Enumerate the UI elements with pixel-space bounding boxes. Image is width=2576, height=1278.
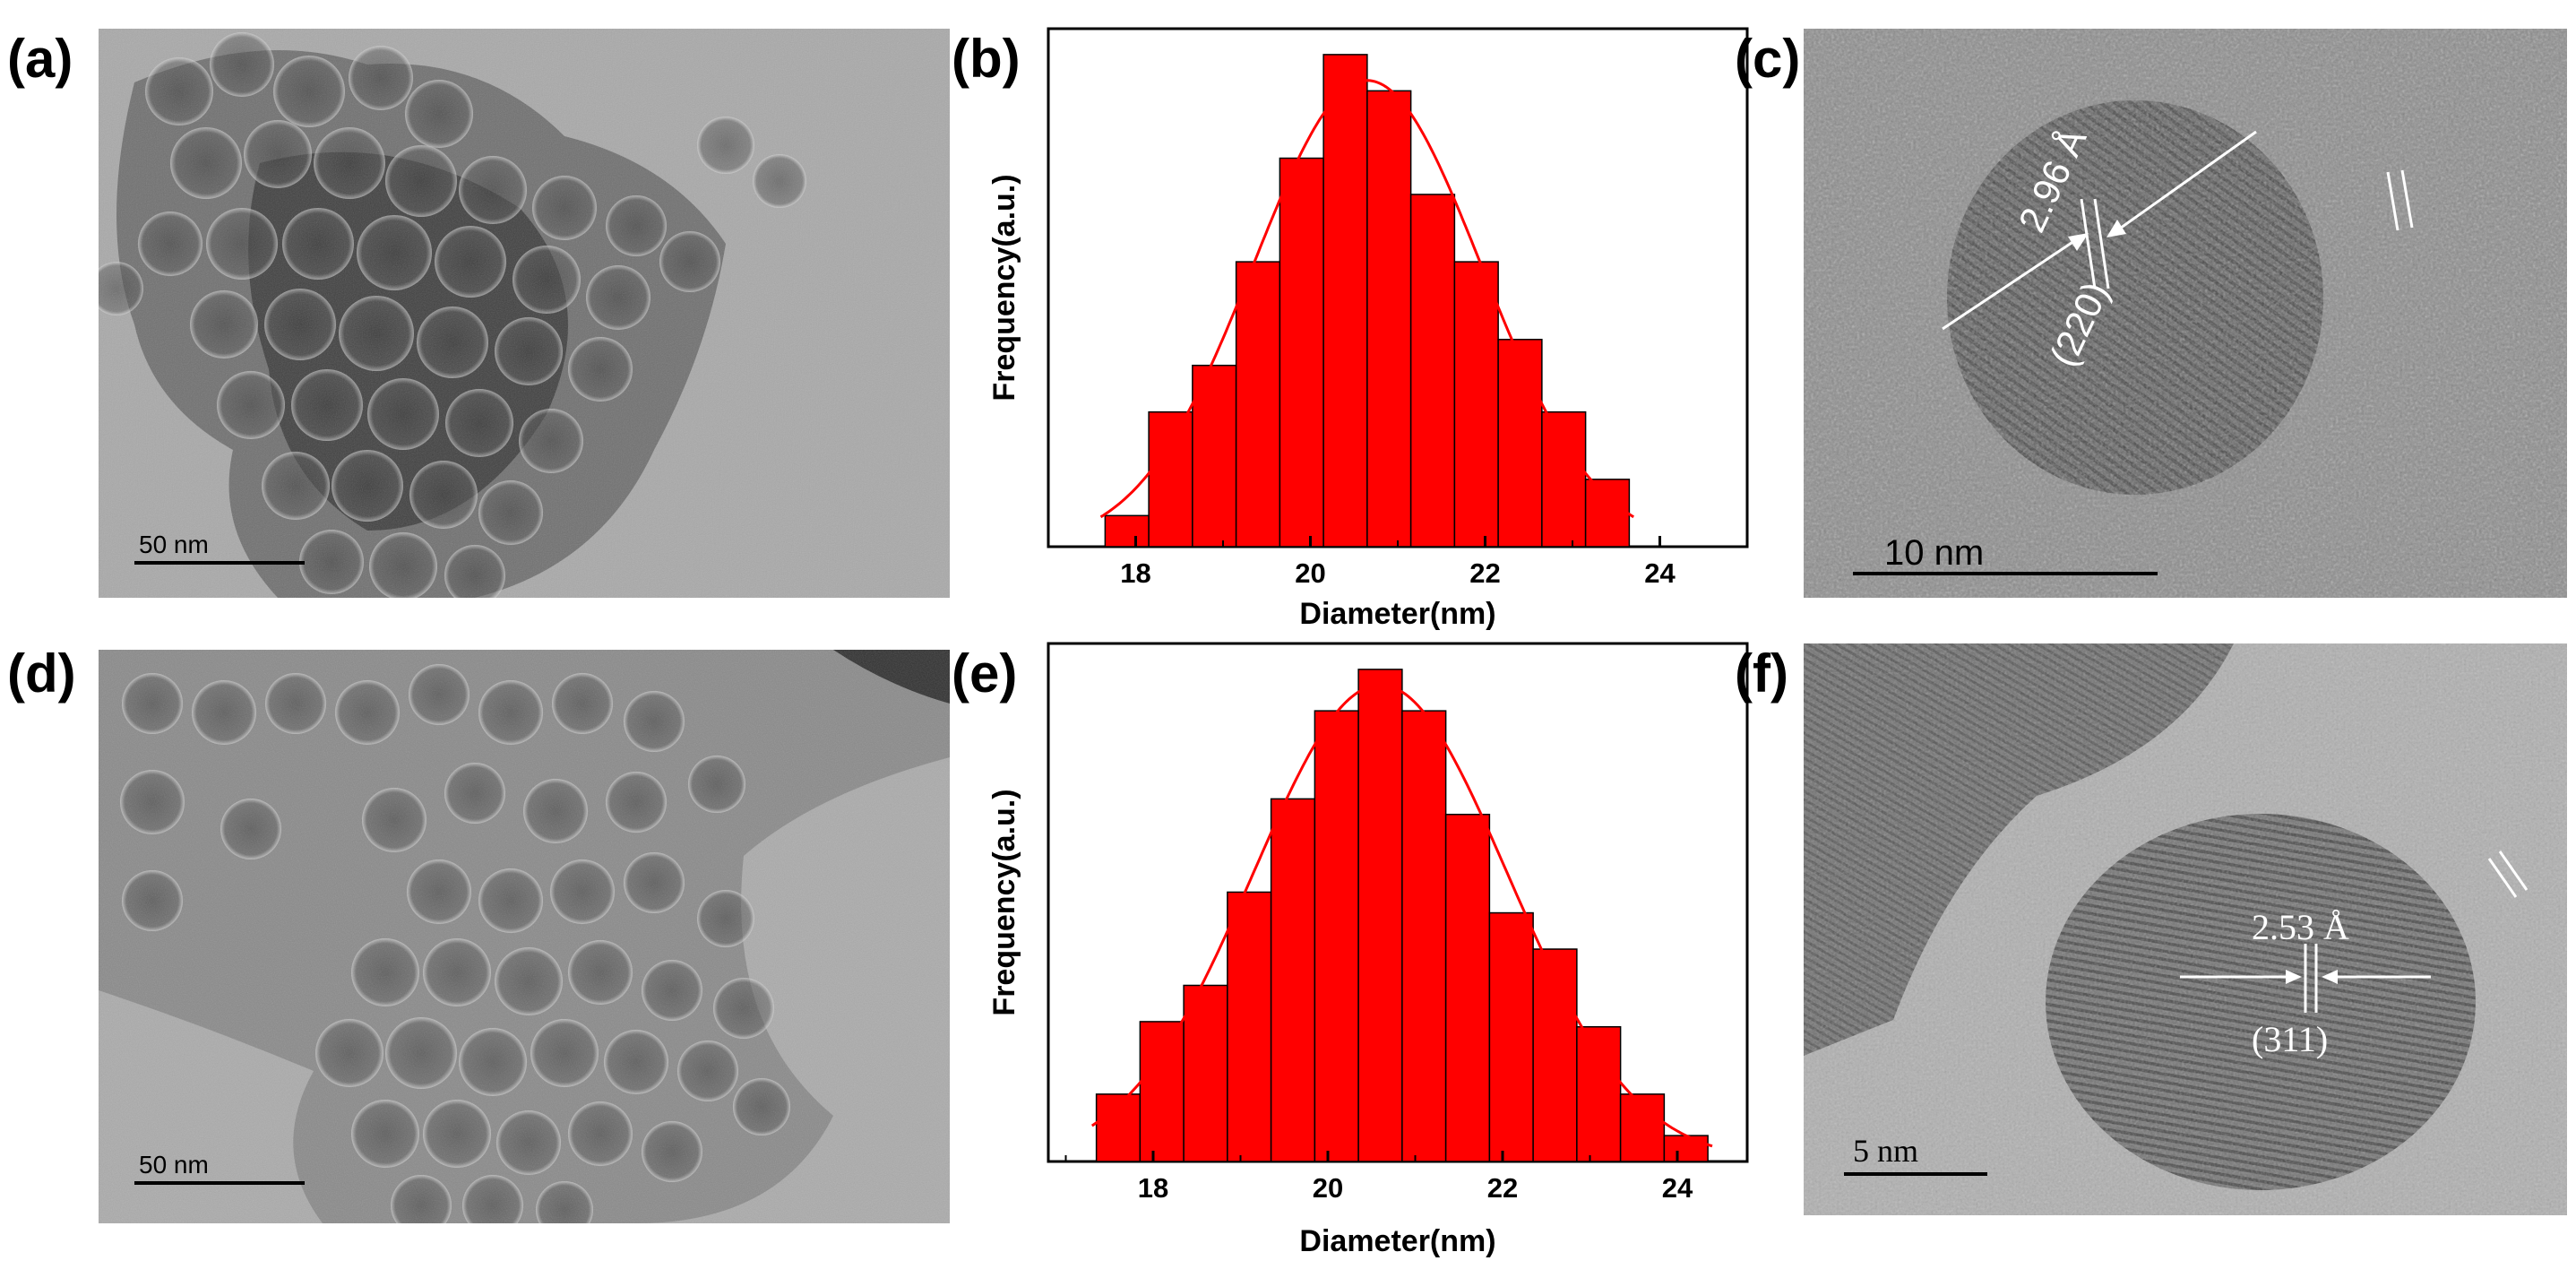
histogram-bar: [1366, 90, 1412, 548]
histogram-bar: [1148, 410, 1193, 548]
gaussian-fit-curve: [1090, 683, 1713, 1148]
x-axis-title: Diameter(nm): [1299, 597, 1495, 631]
y-axis-title: Frequency(a.u.): [987, 789, 1021, 1015]
plane-label-f: (311): [2252, 1019, 2328, 1059]
scale-bar-label-c: 10 nm: [1884, 533, 1984, 573]
tem-image-d: 50 nm: [99, 650, 950, 1223]
d-spacing-label-f: 2.53 Å: [2252, 907, 2349, 947]
tem-image-a: 50 nm: [99, 29, 950, 598]
x-tick-label: 22: [1487, 1172, 1518, 1204]
histogram-bar: [1227, 891, 1272, 1162]
histogram-bar: [1139, 1021, 1185, 1162]
panel-label-d: (d): [7, 643, 76, 704]
histogram-bar: [1453, 261, 1499, 548]
histogram-bar: [1532, 948, 1578, 1162]
x-tick-label: 18: [1120, 557, 1150, 589]
histogram-bar: [1541, 410, 1587, 548]
histogram-bar: [1488, 911, 1534, 1162]
panel-label-f: (f): [1735, 643, 1788, 704]
scale-bar-label-d: 50 nm: [139, 1151, 209, 1179]
hrtem-image-c: 2.96 Å (220) 10 nm: [1804, 29, 2567, 598]
y-axis-title: Frequency(a.u.): [987, 174, 1021, 401]
gaussian-fit-curve: [1099, 79, 1634, 519]
panel-label-e: (e): [952, 643, 1018, 704]
histogram-bar: [1576, 1025, 1622, 1162]
panel-label-a: (a): [7, 29, 73, 89]
histogram-bar: [1322, 54, 1368, 548]
x-tick-label: 20: [1313, 1172, 1343, 1204]
x-tick-label: 18: [1138, 1172, 1168, 1204]
histogram-bar: [1663, 1135, 1709, 1162]
panel-label-c: (c): [1735, 29, 1801, 89]
histogram-bar: [1357, 669, 1403, 1162]
histogram-bar: [1279, 157, 1324, 548]
histogram-bar: [1235, 261, 1281, 548]
hrtem-image-f: 2.53 Å (311) 5 nm: [1804, 643, 2567, 1215]
histogram-bar: [1409, 194, 1456, 548]
x-axis-title: Diameter(nm): [1299, 1224, 1495, 1258]
histogram-bar: [1183, 984, 1228, 1162]
histogram-bar: [1497, 339, 1543, 548]
histogram-bar: [1401, 710, 1447, 1162]
scale-bar-label-f: 5 nm: [1853, 1133, 1918, 1169]
histogram-bar: [1104, 514, 1150, 548]
panel-label-b: (b): [952, 29, 1021, 89]
x-tick-label: 24: [1662, 1172, 1693, 1204]
x-tick-label: 22: [1469, 557, 1500, 589]
histogram-bar: [1444, 813, 1491, 1162]
histogram-bar: [1270, 798, 1316, 1162]
x-tick-label: 20: [1295, 557, 1325, 589]
histogram-bar: [1192, 364, 1237, 548]
histogram-bar: [1584, 479, 1631, 548]
x-tick-label: 24: [1644, 557, 1676, 589]
histogram-chart-b: 18 20 22 24 Diameter(nm) Frequency(a.u.): [987, 27, 1749, 631]
histogram-chart-e: 18 20 22 24 Diameter(nm) Frequency(a.u.): [987, 642, 1749, 1258]
scale-bar-label-a: 50 nm: [139, 531, 209, 558]
histogram-bar: [1314, 710, 1359, 1162]
